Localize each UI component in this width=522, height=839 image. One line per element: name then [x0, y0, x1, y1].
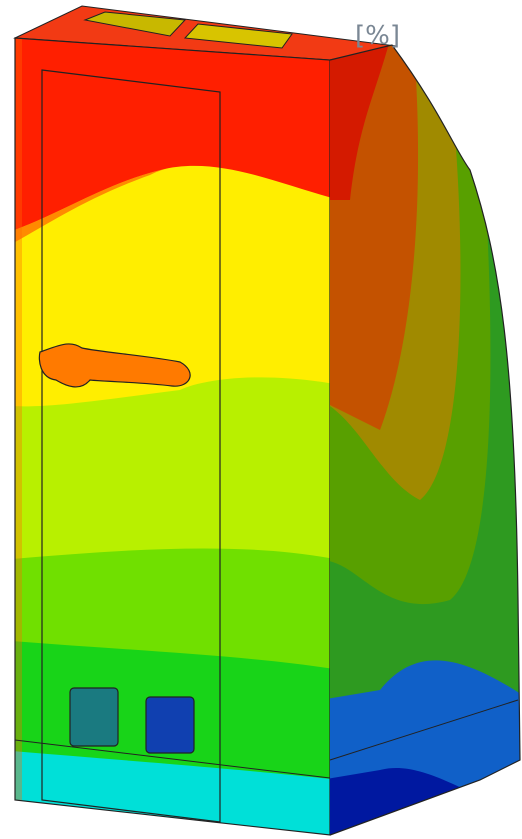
- vent-hole: [70, 688, 118, 746]
- unit-label: [%]: [355, 21, 400, 51]
- vent-hole: [146, 697, 194, 753]
- contour-plot: [%]: [0, 0, 522, 839]
- side-face: [320, 0, 522, 839]
- edge-shade: [0, 0, 22, 839]
- page: {"unit_label": "[%]"} [%] (() => {: [0, 0, 522, 839]
